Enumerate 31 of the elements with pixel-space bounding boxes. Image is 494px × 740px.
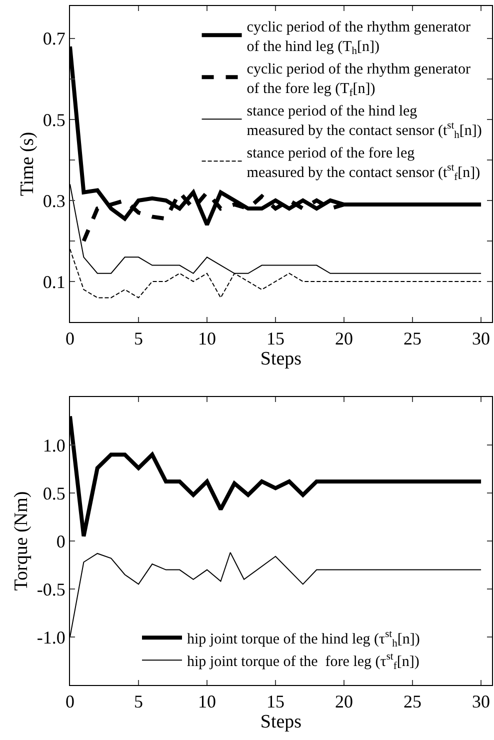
y-tick-label: -0.5 xyxy=(36,579,66,600)
x-tick-label: 30 xyxy=(472,692,490,712)
y-tick-label: 0.3 xyxy=(42,190,66,211)
x-tick-label: 25 xyxy=(404,328,422,349)
x-tick-label: 5 xyxy=(134,328,144,349)
y-tick-label: 0.5 xyxy=(42,110,66,130)
legend-label: cyclic period of the rhythm generator of the fore leg (T$_{f}$[n]) xyxy=(246,61,470,99)
y-tick-label: 0.5 xyxy=(42,483,66,504)
x-tick-label: 15 xyxy=(266,692,285,712)
y-axis-title: Time (s) xyxy=(16,132,38,196)
x-axis-title: Steps xyxy=(260,348,302,370)
x-tick-label: 30 xyxy=(472,328,490,349)
x-tick-label: 20 xyxy=(335,328,354,349)
y-axis-title: Torque (Nm) xyxy=(10,491,32,591)
x-tick-label: 15 xyxy=(266,328,285,349)
x-tick-label: 10 xyxy=(198,328,216,349)
legend-label: cyclic period of the rhythm generator of the hind leg (T$_{h}$[n]) xyxy=(246,19,470,57)
x-tick-label: 5 xyxy=(134,692,144,712)
x-tick-label: 10 xyxy=(198,692,216,712)
x-tick-label: 20 xyxy=(335,692,354,712)
y-tick-label: 0.1 xyxy=(42,272,66,292)
y-tick-label: 1.0 xyxy=(42,435,66,456)
y-tick-label: -1.0 xyxy=(36,627,66,648)
legend-label: stance period of the hind leg measured by the contact sensor (t$^{st}$$_{h}$[n]) xyxy=(246,103,482,141)
x-axis-title: Steps xyxy=(260,712,302,733)
legend-label: hip joint torque of the fore leg (τ$^{st}$$_{f}$[n]) xyxy=(187,652,420,672)
y-tick-label: 0.7 xyxy=(42,28,66,49)
legend-label: hip joint torque of the hind leg (τ$^{st}$$_{h}$[n]) xyxy=(187,629,420,650)
x-tick-label: 25 xyxy=(404,692,422,712)
legend-label: stance period of the fore leg measured by the contact sensor (t$^{st}$$_{f}$[n]) xyxy=(246,145,480,183)
y-tick-label: 0 xyxy=(56,531,66,552)
